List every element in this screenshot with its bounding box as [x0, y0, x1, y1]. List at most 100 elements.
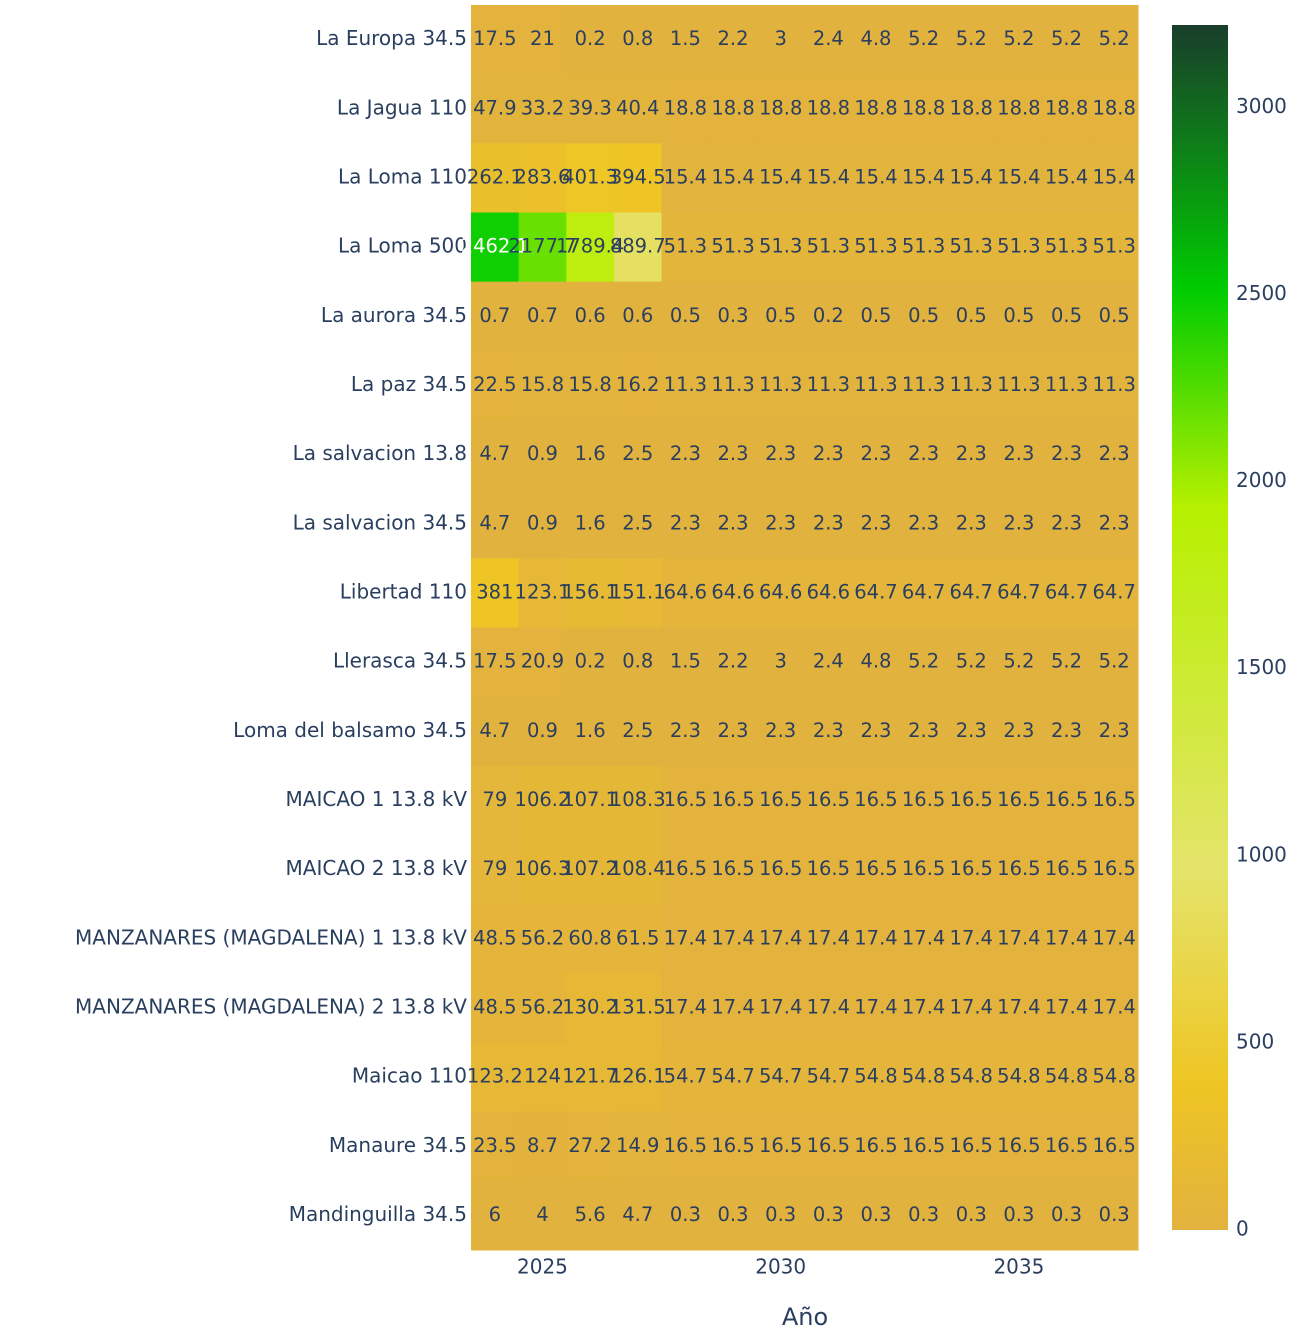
- heatmap-cell: [709, 1042, 758, 1113]
- cell-label: 2.3: [860, 719, 891, 742]
- cell-label: 51.3: [807, 235, 850, 258]
- heatmap-cell: [518, 74, 567, 144]
- heatmap-cell: [518, 558, 567, 628]
- heatmap-cell: [756, 696, 805, 767]
- cell-label: 394.5: [610, 165, 666, 188]
- cell-label: 18.8: [997, 96, 1040, 119]
- heatmap-cell: [852, 558, 901, 628]
- cell-label: 51.3: [902, 235, 945, 258]
- cell-label: 0.3: [718, 1203, 749, 1226]
- cell-label: 2.3: [908, 442, 939, 465]
- cell-label: 16.5: [950, 788, 993, 811]
- heatmap-cell: [756, 281, 805, 352]
- heatmap-cell: [566, 1180, 615, 1251]
- heatmap-cell: [471, 1180, 520, 1251]
- cell-label: 40.4: [616, 96, 659, 119]
- cell-label: 1.5: [670, 650, 701, 673]
- heatmap-cell: [661, 835, 710, 905]
- cell-label: 2.3: [718, 719, 749, 742]
- heatmap-cell: [804, 765, 853, 836]
- cell-label: 51.3: [854, 235, 897, 258]
- cell-label: 48.5: [473, 926, 516, 949]
- cell-label: 2.3: [956, 511, 987, 534]
- cell-label: 33.2: [521, 96, 564, 119]
- cell-label: 16.5: [854, 788, 897, 811]
- heatmap-cell: [804, 904, 853, 974]
- heatmap-cell: [852, 904, 901, 974]
- cell-label: 4.7: [622, 1203, 653, 1226]
- cell-label: 131.5: [610, 995, 666, 1018]
- heatmap-cell: [566, 973, 615, 1043]
- cell-label: 54.8: [997, 1065, 1040, 1088]
- heatmap-cell: [1042, 350, 1091, 421]
- cell-label: 16.5: [759, 788, 802, 811]
- heatmap-cell: [1042, 904, 1091, 974]
- cell-label: 0.5: [956, 304, 987, 327]
- cell-label: 4.8: [860, 27, 891, 50]
- cell-label: 16.5: [759, 1134, 802, 1157]
- heatmap-cell: [899, 627, 948, 698]
- heatmap-cell: [947, 558, 996, 628]
- cell-label: 2.3: [956, 442, 987, 465]
- heatmap-cell: [995, 558, 1044, 628]
- cell-label: 11.3: [997, 373, 1040, 396]
- cell-label: 51.3: [1045, 235, 1088, 258]
- heatmap-cell: [471, 1042, 520, 1113]
- cell-label: 18.8: [759, 96, 802, 119]
- cell-label: 56.2: [521, 926, 564, 949]
- heatmap-cell: [947, 1111, 996, 1182]
- cell-label: 60.8: [568, 926, 611, 949]
- cell-label: 16.5: [950, 1134, 993, 1157]
- heatmap-cell: [1042, 765, 1091, 836]
- heatmap-cell: [756, 835, 805, 905]
- cell-label: 18.8: [664, 96, 707, 119]
- cell-label: 16.5: [902, 788, 945, 811]
- cell-label: 0.3: [718, 304, 749, 327]
- cell-label: 17.5: [473, 650, 516, 673]
- heatmap-cell: [566, 765, 615, 836]
- heatmap-cell: [995, 74, 1044, 144]
- heatmap-cell: [995, 1111, 1044, 1182]
- cell-label: 5.2: [1099, 650, 1130, 673]
- heatmap-cell: [947, 74, 996, 144]
- heatmap-cell: [995, 627, 1044, 698]
- heatmap-cell: [899, 696, 948, 767]
- cell-label: 124: [524, 1065, 561, 1088]
- heatmap-cell: [661, 281, 710, 352]
- heatmap-cell: [1042, 627, 1091, 698]
- cell-label: 2.3: [1051, 719, 1082, 742]
- cell-label: 16.5: [759, 857, 802, 880]
- heatmap-cell: [661, 350, 710, 421]
- cell-label: 2.3: [765, 511, 796, 534]
- heatmap-cell: [947, 973, 996, 1043]
- heatmap-cell: [756, 350, 805, 421]
- heatmap-cell: [995, 904, 1044, 974]
- heatmap-cell: [566, 5, 615, 75]
- heatmap-cell: [518, 1180, 567, 1251]
- heatmap-cell: [947, 1180, 996, 1251]
- heatmap-cell: [947, 420, 996, 490]
- y-tick-label: MAICAO 2 13.8 kV: [286, 856, 468, 880]
- heatmap-cell: [852, 281, 901, 352]
- cell-label: 2.2: [718, 650, 749, 673]
- heatmap-cell: [947, 835, 996, 905]
- heatmap-cell: [756, 904, 805, 974]
- cell-label: 17.4: [1092, 995, 1135, 1018]
- cell-label: 6: [489, 1203, 501, 1226]
- heatmap-cell: [1090, 74, 1139, 144]
- cell-label: 130.2: [562, 995, 618, 1018]
- cell-label: 16.5: [997, 857, 1040, 880]
- heatmap-cell: [613, 5, 663, 75]
- cell-label: 0.3: [908, 1203, 939, 1226]
- cell-label: 0.3: [1099, 1203, 1130, 1226]
- heatmap-cell: [852, 1042, 901, 1113]
- heatmap-cell: [566, 696, 615, 767]
- heatmap-cell: [899, 281, 948, 352]
- heatmap-cell: [471, 1111, 520, 1182]
- cell-label: 2.4: [813, 650, 844, 673]
- heatmap-cell: [566, 143, 615, 213]
- cell-label: 16.5: [1045, 1134, 1088, 1157]
- heatmap-cell: [709, 765, 758, 836]
- x-tick-label: 2025: [517, 1255, 568, 1279]
- cell-label: 11.3: [759, 373, 802, 396]
